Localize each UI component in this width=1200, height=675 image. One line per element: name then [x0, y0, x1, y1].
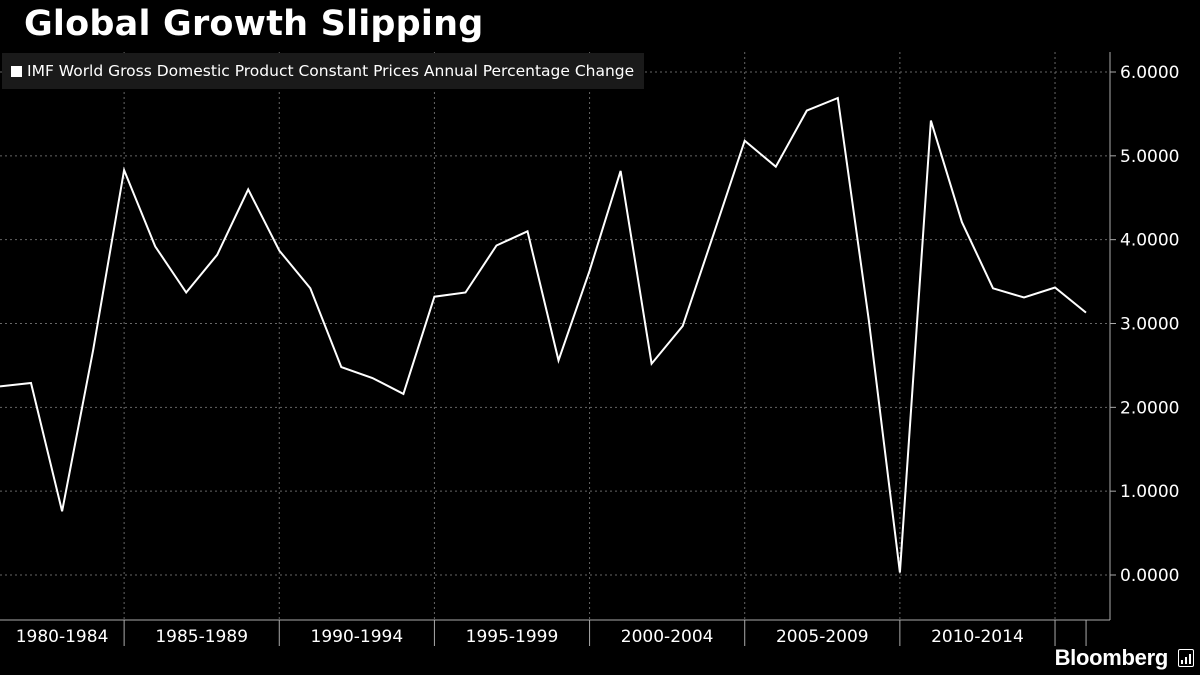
data-point [1023, 297, 1025, 299]
data-point [558, 359, 560, 361]
data-point [309, 287, 311, 289]
data-point [837, 97, 839, 99]
x-tick-label: 1985-1989 [155, 627, 248, 647]
data-point [775, 166, 777, 168]
y-tick-label: 1.0000 [1120, 482, 1179, 502]
data-point [402, 393, 404, 395]
data-point [651, 363, 653, 365]
series-line-world-gdp [0, 96, 1087, 573]
legend: IMF World Gross Domestic Product Constan… [2, 53, 645, 89]
x-tick-label: 2010-2014 [931, 627, 1024, 647]
data-point [433, 296, 435, 298]
y-tick-label: 6.0000 [1120, 63, 1179, 83]
x-tick-label: 1995-1999 [466, 627, 559, 647]
data-point [620, 170, 622, 172]
y-tick-label: 0.0000 [1120, 566, 1179, 586]
data-point [527, 230, 529, 232]
series-layer [0, 96, 1087, 573]
data-point [713, 233, 715, 235]
data-point [744, 140, 746, 142]
data-point [464, 291, 466, 293]
horizontal-gridlines [0, 71, 1110, 576]
data-point [216, 254, 218, 256]
data-point [247, 188, 249, 190]
data-point [589, 270, 591, 272]
x-tick-label: 1990-1994 [311, 627, 404, 647]
y-tick-label: 4.0000 [1120, 231, 1179, 251]
x-tick-label: 2005-2009 [776, 627, 869, 647]
data-point [30, 382, 32, 384]
y-axis-tick-labels: 0.0000 1.0000 2.0000 3.0000 4.0000 5.0000 6.00… [1120, 63, 1179, 586]
brand-logo: Bloomberg [1054, 645, 1169, 670]
data-point [930, 120, 932, 122]
x-tick-label: 1980-1984 [16, 627, 109, 647]
data-point [1085, 312, 1087, 314]
data-point [123, 169, 125, 171]
data-point [278, 250, 280, 252]
legend-swatch-icon [11, 65, 22, 77]
data-point [340, 366, 342, 368]
bar-chart-icon [1178, 649, 1194, 667]
data-point [899, 571, 901, 573]
x-axis-tick-labels: 1980-1984 1985-1989 1990-1994 1995-1999 2000… [16, 627, 1024, 647]
data-point [154, 245, 156, 247]
axes [0, 52, 1116, 646]
data-point [92, 349, 94, 351]
data-point [185, 291, 187, 293]
x-tick-label: 2000-2004 [621, 627, 714, 647]
data-point [868, 319, 870, 321]
y-tick-label: 3.0000 [1120, 315, 1179, 335]
data-point [495, 245, 497, 247]
chart-title: Global Growth Slipping [24, 4, 484, 44]
data-point [806, 110, 808, 112]
data-point [371, 377, 373, 379]
data-point [682, 325, 684, 327]
y-tick-label: 5.0000 [1120, 147, 1179, 167]
data-point [1054, 286, 1056, 288]
data-point [992, 287, 994, 289]
y-tick-label: 2.0000 [1120, 398, 1179, 418]
data-point [61, 510, 63, 512]
data-point [961, 221, 963, 223]
legend-label: IMF World Gross Domestic Product Constan… [27, 62, 635, 80]
